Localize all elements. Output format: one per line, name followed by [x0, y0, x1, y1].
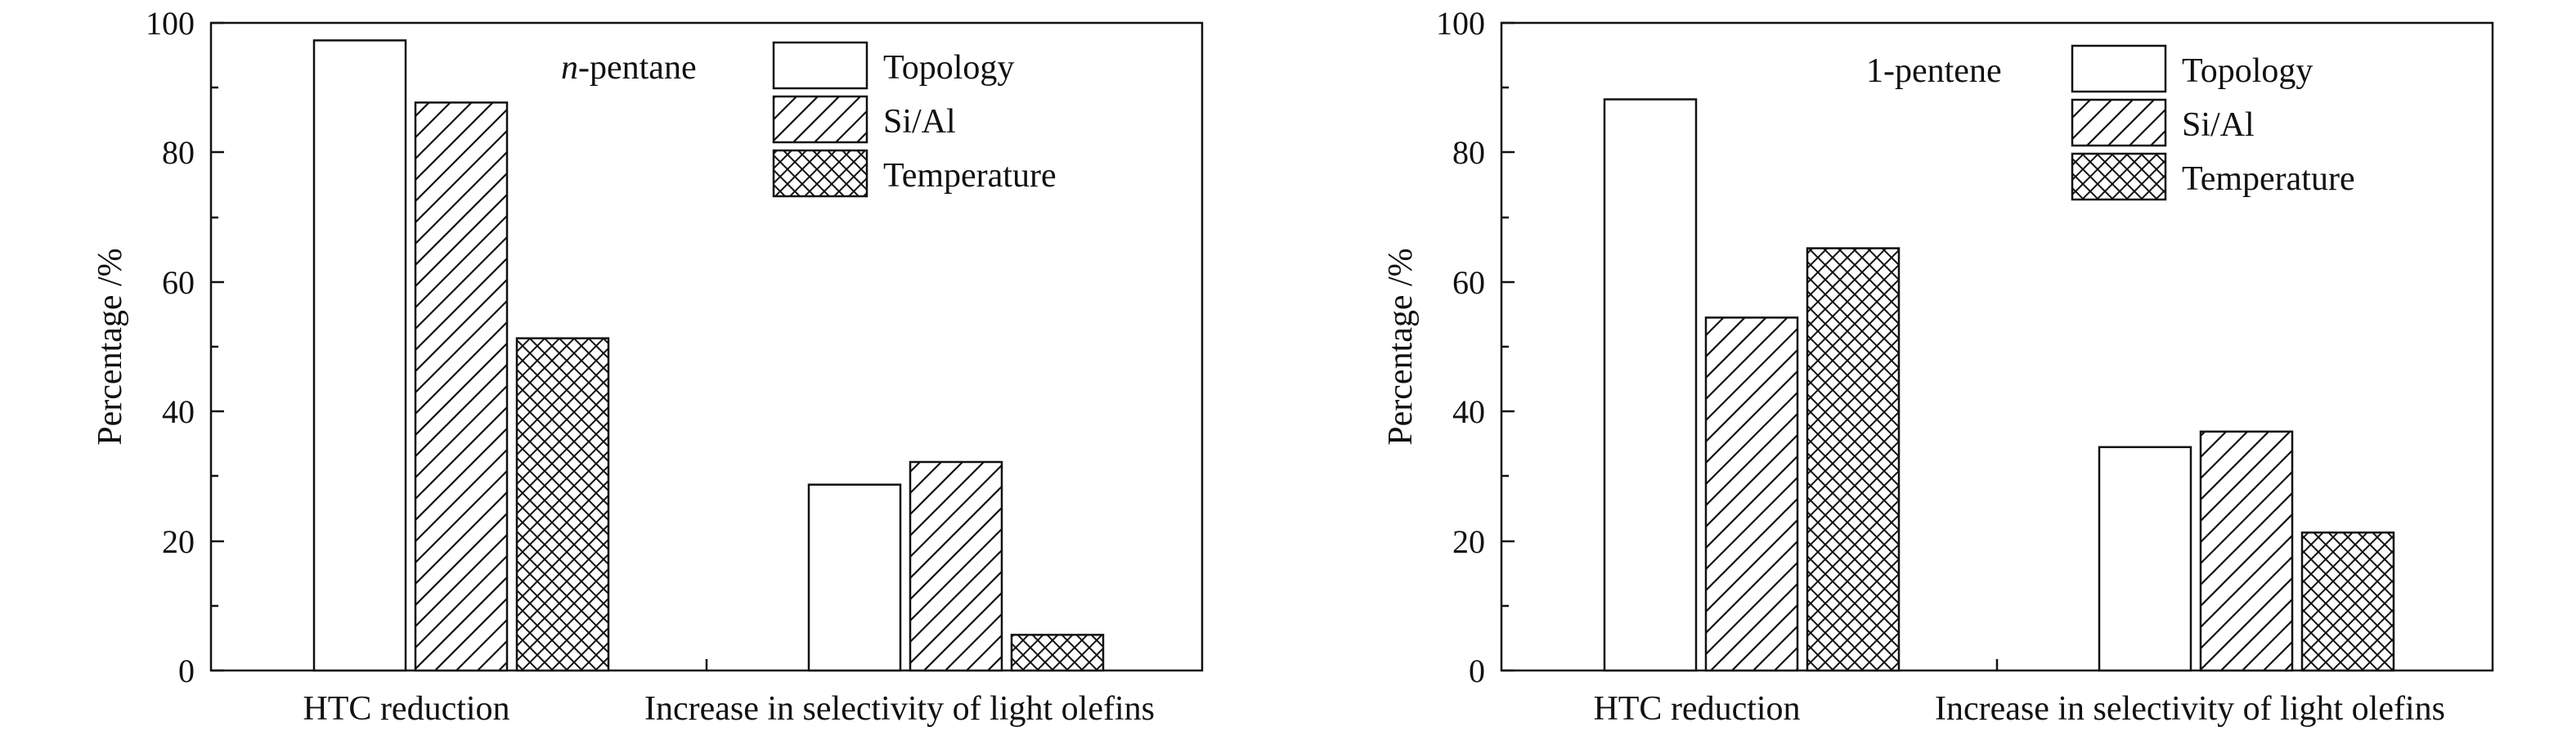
- y-tick-label: 100: [1436, 5, 1485, 42]
- y-tick-label: 40: [1452, 393, 1485, 430]
- x-category-label: HTC reduction: [1593, 690, 1800, 728]
- bar-temperature-htc: [515, 337, 610, 672]
- bar-sial-htc: [1704, 316, 1799, 672]
- y-tick-label: 20: [1452, 523, 1485, 560]
- legend-label-topology: Topology: [2182, 52, 2313, 90]
- y-tick-labels: 0 20 40 60 80 100: [1436, 5, 1485, 689]
- y-tick-label: 60: [162, 264, 195, 301]
- bar-sial-selectivity: [2199, 430, 2294, 672]
- bar-topology-selectivity: [807, 483, 902, 672]
- compound-annotation: n-pentane: [561, 49, 697, 87]
- y-tick-labels: 0 20 40 60 80 100: [146, 5, 195, 689]
- legend-swatch-sial: [772, 95, 868, 144]
- bars: [312, 39, 1105, 672]
- legend-swatch-topology: [2071, 44, 2167, 93]
- bar-sial-htc: [414, 101, 509, 672]
- legend-label-temperature: Temperature: [2182, 160, 2355, 198]
- legend: Topology Si/Al Temperature: [2071, 44, 2355, 201]
- y-tick-label: 0: [178, 653, 195, 689]
- y-axis-ticks: [211, 21, 224, 672]
- bar-temperature-selectivity: [2300, 531, 2395, 672]
- compound-annotation-text: 1-pentene: [1866, 52, 2002, 90]
- y-tick-label: 80: [1452, 134, 1485, 171]
- compound-annotation-italic: n: [561, 49, 578, 87]
- legend-swatch-temperature: [2071, 152, 2167, 201]
- bars: [1603, 98, 2395, 672]
- y-tick-label: 80: [162, 134, 195, 171]
- bar-temperature-selectivity: [1010, 634, 1105, 672]
- x-category-label: Increase in selectivity of light olefins: [1935, 690, 2445, 728]
- y-tick-label: 100: [146, 5, 195, 42]
- bar-topology-selectivity: [2098, 446, 2192, 672]
- legend-swatch-sial: [2071, 98, 2167, 147]
- y-axis-ticks: [1501, 21, 1515, 672]
- chart-panel-left: 0 20 40 60 80 100 Percentage /% HTC redu…: [92, 5, 1204, 728]
- chart-panel-right: 0 20 40 60 80 100 Percentage /% HTC redu…: [1382, 5, 2494, 728]
- y-tick-label: 60: [1452, 264, 1485, 301]
- compound-annotation: 1-pentene: [1866, 52, 2002, 90]
- x-category-label: HTC reduction: [303, 690, 509, 728]
- bar-temperature-htc: [1806, 247, 1901, 672]
- legend-swatch-temperature: [772, 149, 868, 198]
- legend-label-temperature: Temperature: [883, 157, 1057, 195]
- legend-label-sial: Si/Al: [2182, 106, 2255, 144]
- y-tick-label: 40: [162, 393, 195, 430]
- bar-sial-selectivity: [909, 460, 1003, 672]
- bar-topology-htc: [312, 39, 407, 672]
- bar-topology-htc: [1603, 98, 1698, 672]
- compound-annotation-text: -pentane: [578, 49, 697, 87]
- legend-swatch-topology: [772, 41, 868, 90]
- y-axis-label: Percentage /%: [1382, 248, 1420, 445]
- legend-label-topology: Topology: [883, 49, 1014, 87]
- y-tick-label: 20: [162, 523, 195, 560]
- x-category-label: Increase in selectivity of light olefins: [644, 690, 1155, 728]
- y-axis-label: Percentage /%: [92, 248, 129, 445]
- legend-label-sial: Si/Al: [883, 103, 956, 141]
- legend: Topology Si/Al Temperature: [772, 41, 1057, 198]
- y-tick-label: 0: [1469, 653, 1485, 689]
